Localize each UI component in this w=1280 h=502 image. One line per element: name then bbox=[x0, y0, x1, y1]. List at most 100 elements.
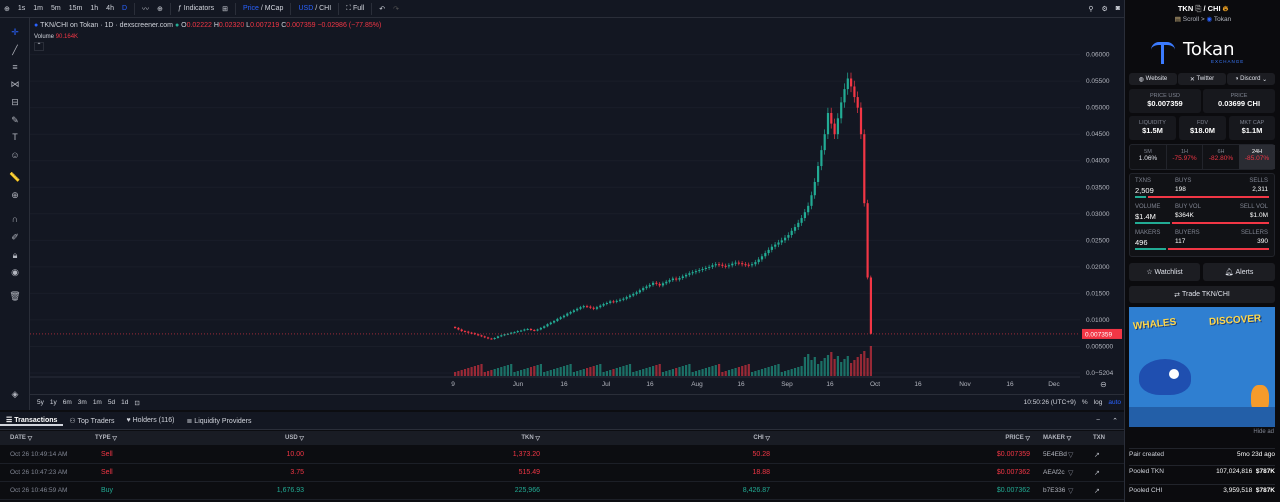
filter-icon[interactable]: ▽ bbox=[112, 435, 117, 442]
brush-icon[interactable]: ✎ bbox=[11, 115, 19, 125]
external-link-icon[interactable]: ↗ bbox=[1094, 451, 1100, 459]
indicators-button[interactable]: ƒ Indicators bbox=[177, 5, 215, 12]
eye-icon[interactable]: ◉ bbox=[11, 267, 19, 277]
usd-chi-toggle[interactable]: USD / CHI bbox=[298, 5, 332, 12]
filter-icon[interactable]: ▽ bbox=[535, 435, 540, 442]
price-mcap-toggle[interactable]: Price / MCap bbox=[242, 5, 284, 12]
zoom-icon[interactable]: ⊕ bbox=[11, 190, 19, 200]
add-icon[interactable]: ⊕ bbox=[4, 5, 10, 13]
chart-area[interactable]: 0.06000 0.05500 0.05000 0.04500 0.04000 0.035… bbox=[30, 18, 1124, 410]
change-24h[interactable]: 24H -85.07% bbox=[1239, 145, 1275, 169]
col-maker[interactable]: MAKER ▽ bbox=[1043, 431, 1071, 445]
tf-1m[interactable]: 1m bbox=[33, 5, 44, 12]
log-toggle[interactable]: log bbox=[1093, 399, 1103, 406]
tf-5m[interactable]: 5m bbox=[51, 5, 61, 12]
filter-icon[interactable]: ▽ bbox=[1025, 435, 1030, 442]
filter-icon[interactable]: ▽ bbox=[299, 435, 304, 442]
volume-bar bbox=[869, 346, 872, 376]
col-type[interactable]: TYPE ▽ bbox=[95, 431, 117, 445]
percent-toggle[interactable]: % bbox=[1081, 399, 1088, 406]
minimize-icon[interactable]: − bbox=[1096, 417, 1101, 424]
emoji-icon[interactable]: ☺ bbox=[10, 150, 20, 160]
website-link[interactable]: ◍ Website bbox=[1129, 73, 1177, 85]
ad-banner[interactable]: WHALES DISCOVER bbox=[1129, 307, 1275, 427]
layouts-icon[interactable]: ⊞ bbox=[222, 5, 228, 13]
watchlist-button[interactable]: ☆ Watchlist bbox=[1129, 263, 1200, 281]
table-row[interactable]: Oct 26 10:46:59 AM Buy 1,676.93 225,966 8,42… bbox=[0, 482, 1124, 500]
compare-icon[interactable]: ⊕ bbox=[157, 5, 163, 13]
change-value: -75.97% bbox=[1172, 155, 1197, 162]
pattern-icon[interactable]: ⋈ bbox=[10, 79, 20, 89]
redo-icon[interactable]: ↷ bbox=[393, 5, 400, 13]
range-1y[interactable]: 1y bbox=[49, 399, 57, 406]
copy-icon[interactable]: ⎘ bbox=[1195, 4, 1202, 13]
crosshair-icon[interactable]: ✛ bbox=[11, 27, 19, 37]
change-6h[interactable]: 6H -82.80% bbox=[1202, 145, 1239, 169]
candle-body bbox=[751, 264, 754, 266]
camera-icon[interactable]: ◙ bbox=[1115, 5, 1120, 12]
range-1m[interactable]: 1m bbox=[92, 399, 102, 406]
col-price[interactable]: PRICE ▽ bbox=[950, 431, 1030, 445]
tf-4h[interactable]: 4h bbox=[106, 5, 114, 12]
trade-button[interactable]: ⇄ Trade TKN/CHI bbox=[1129, 286, 1275, 303]
range-3m[interactable]: 3m bbox=[77, 399, 87, 406]
alerts-button[interactable]: 🔔︎ Alerts bbox=[1203, 263, 1275, 281]
filter-maker-icon[interactable]: ▽ bbox=[1068, 487, 1074, 495]
col-chi[interactable]: CHI ▽ bbox=[710, 431, 770, 445]
trendline-icon[interactable]: ╱ bbox=[12, 45, 18, 55]
table-row[interactable]: Oct 26 10:47:23 AM Sell 3.75 515.49 18.88 $0.… bbox=[0, 464, 1124, 482]
change-1h[interactable]: 1H -75.97% bbox=[1166, 145, 1202, 169]
tab-holders[interactable]: ♥ Holders (116) bbox=[126, 417, 175, 424]
volume-bar bbox=[671, 369, 674, 376]
filter-icon[interactable]: ▽ bbox=[765, 435, 770, 442]
filter-icon[interactable]: ▽ bbox=[1066, 435, 1072, 442]
col-tkn[interactable]: TKN ▽ bbox=[470, 431, 540, 445]
cell-maker[interactable]: b7E336 bbox=[1043, 487, 1066, 494]
twitter-link[interactable]: ✕ Twitter bbox=[1178, 73, 1226, 85]
table-row[interactable]: Oct 26 10:49:14 AM Sell 10.00 1,373.20 50.28… bbox=[0, 446, 1124, 464]
change-5m[interactable]: 5M 1.06% bbox=[1130, 145, 1166, 169]
range-1d[interactable]: 1d bbox=[121, 399, 129, 406]
filter-maker-icon[interactable]: ▽ bbox=[1068, 451, 1074, 459]
forecast-icon[interactable]: ⊟ bbox=[11, 97, 19, 107]
cell-maker[interactable]: 5E4EBd bbox=[1043, 451, 1067, 458]
range-5d[interactable]: 5d bbox=[107, 399, 116, 406]
search-icon[interactable]: ⚲ bbox=[1088, 5, 1094, 13]
magnet-icon[interactable]: ∩ bbox=[11, 214, 19, 224]
time-display[interactable]: 10:50:26 (UTC+9) bbox=[1023, 399, 1076, 406]
hide-ad-link[interactable]: Hide ad bbox=[1253, 429, 1274, 435]
tf-d[interactable]: D bbox=[121, 5, 128, 12]
external-link-icon[interactable]: ↗ bbox=[1094, 469, 1100, 477]
auto-toggle[interactable]: auto bbox=[1108, 399, 1121, 406]
range-5y[interactable]: 5y bbox=[37, 399, 44, 406]
lock-icon[interactable]: 🔒︎ bbox=[12, 250, 18, 260]
filter-icon[interactable]: ▽ bbox=[27, 435, 33, 442]
filter-maker-icon[interactable]: ▽ bbox=[1068, 469, 1074, 477]
tf-15m[interactable]: 15m bbox=[68, 5, 83, 12]
undo-icon[interactable]: ↶ bbox=[379, 5, 386, 13]
col-usd[interactable]: USD ▽ bbox=[240, 431, 304, 445]
discord-link[interactable]: ◑ Discord ⌄ bbox=[1227, 73, 1275, 85]
fullscreen-button[interactable]: ⛶ Full bbox=[346, 4, 365, 12]
goto-date-icon[interactable]: ⊡ bbox=[134, 399, 140, 407]
tf-1s[interactable]: 1s bbox=[17, 5, 26, 12]
external-link-icon[interactable]: ↗ bbox=[1094, 487, 1100, 495]
fib-icon[interactable]: ≡ bbox=[12, 62, 18, 72]
stay-drawing-icon[interactable]: ✐ bbox=[11, 232, 19, 242]
expand-icon[interactable]: ⌃ bbox=[1112, 417, 1118, 425]
text-icon[interactable]: T bbox=[12, 132, 18, 142]
tab-liquidity-providers[interactable]: ≣ Liquidity Providers bbox=[186, 417, 252, 425]
collapse-icon[interactable]: ⌃ bbox=[34, 42, 44, 51]
chart-type-icon[interactable]: 〰 bbox=[142, 5, 150, 13]
tf-1h[interactable]: 1h bbox=[90, 5, 99, 12]
trash-icon[interactable]: 🗑︎ bbox=[9, 291, 21, 301]
cell-maker[interactable]: AEAf2c bbox=[1043, 469, 1065, 476]
ruler-icon[interactable]: 📏 bbox=[9, 172, 21, 182]
tab-transactions[interactable]: ☰ Transactions bbox=[0, 416, 64, 426]
range-6m[interactable]: 6m bbox=[62, 399, 72, 406]
col-date[interactable]: DATE ▽ bbox=[10, 431, 32, 445]
layers-icon[interactable]: ◈ bbox=[11, 389, 19, 399]
settings-icon[interactable]: ⚙ bbox=[1101, 5, 1108, 13]
price-chart[interactable]: 0.06000 0.05500 0.05000 0.04500 0.04000 0.035… bbox=[30, 18, 1124, 394]
tab-top-traders[interactable]: ⚇ Top Traders bbox=[69, 417, 115, 425]
